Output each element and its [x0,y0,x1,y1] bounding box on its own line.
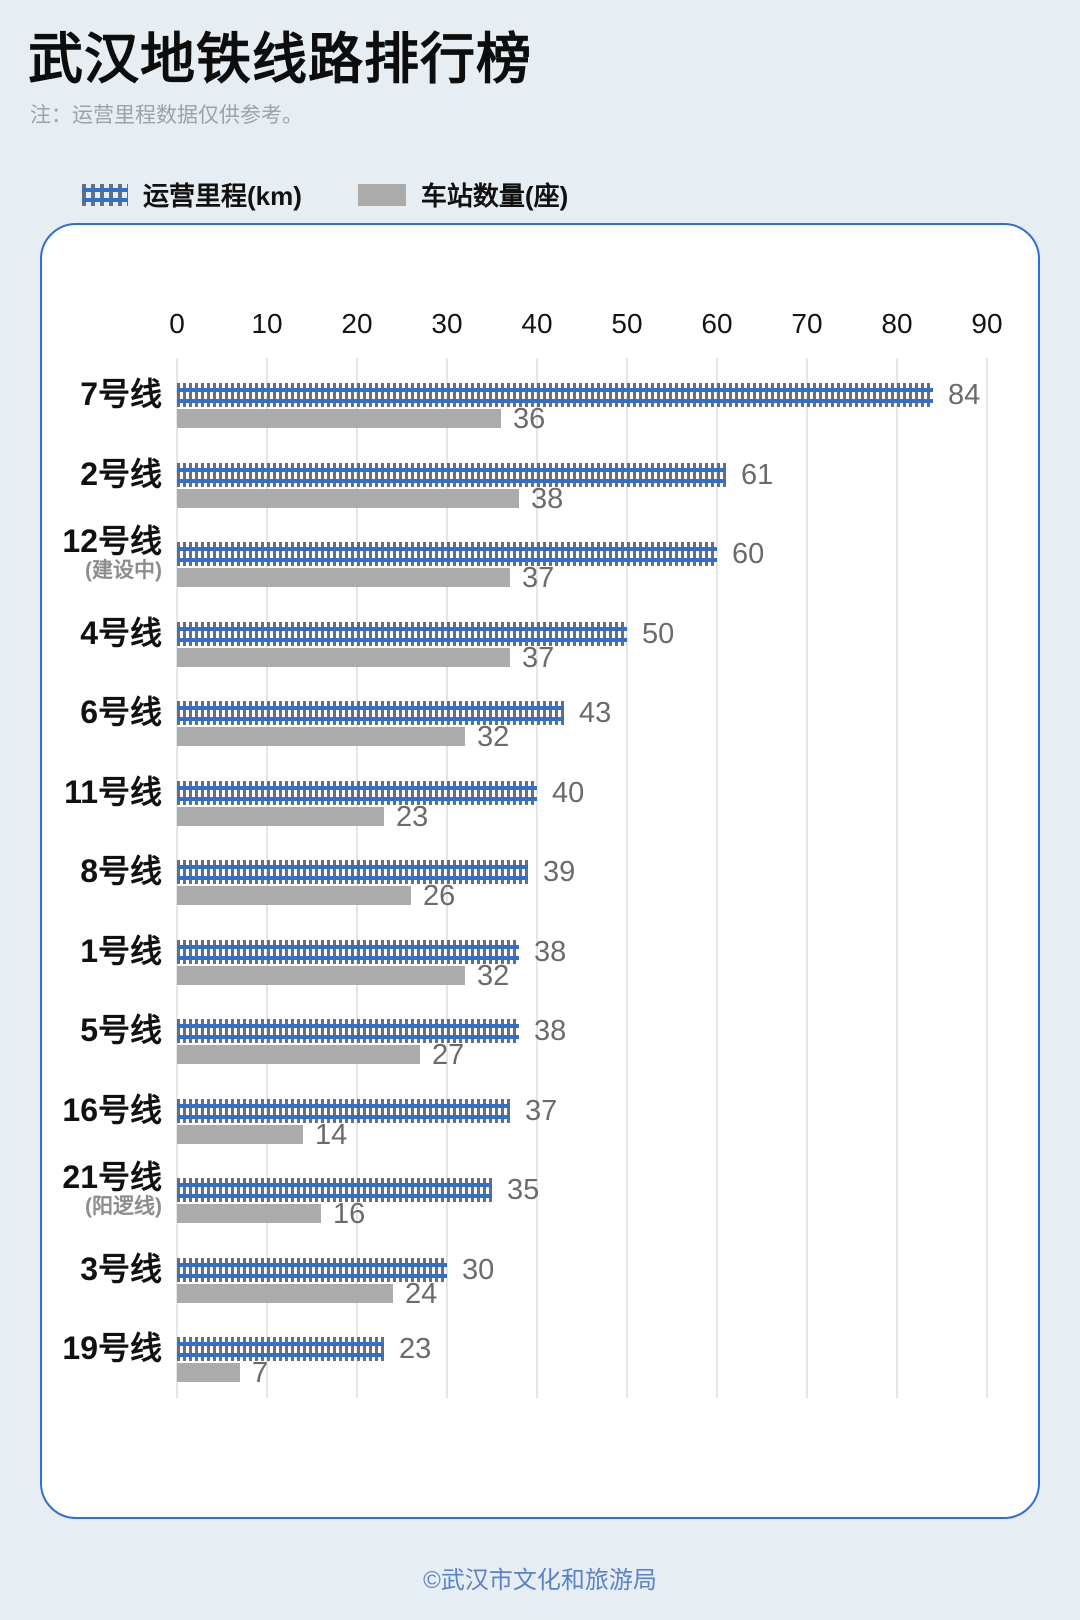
gray-bar-swatch-icon [357,183,406,206]
legend: 运营里程(km) 车站数量(座) [82,176,568,213]
railway-track-icon [82,183,128,206]
legend-item-mileage: 运营里程(km) [82,176,302,213]
page-title: 武汉地铁线路排行榜 [28,28,533,90]
note-text: 注：运营里程数据仅供参考。 [30,104,303,127]
legend-item-stations: 车站数量(座) [357,176,569,213]
chart-card [40,223,1040,1519]
legend-stations-label: 车站数量(座) [420,181,569,211]
legend-mileage-label: 运营里程(km) [143,181,302,211]
footer-credit: ©武汉市文化和旅游局 [423,1567,657,1594]
